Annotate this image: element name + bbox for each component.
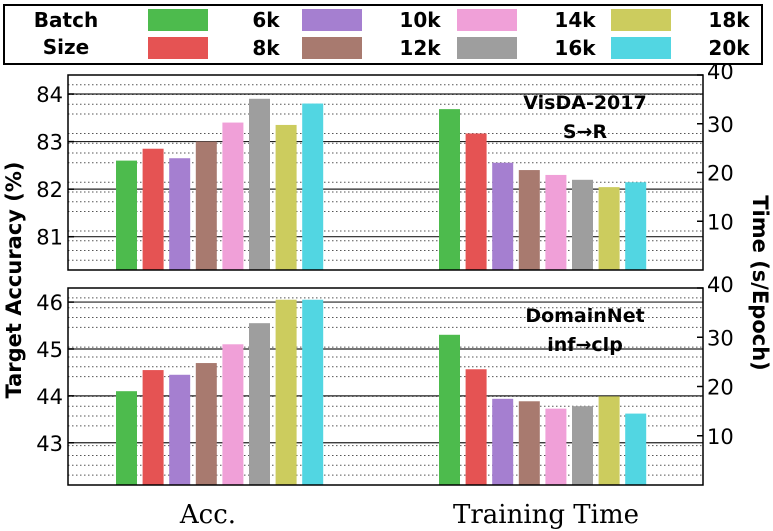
acc-bar-6k — [116, 391, 137, 485]
legend-label-8k: 8k — [252, 36, 280, 60]
acc-bar-18k — [275, 299, 297, 485]
legend-label-20k: 20k — [708, 36, 750, 60]
legend-swatch-12k — [302, 37, 362, 59]
right-tick-label: 30 — [707, 113, 734, 137]
time-bar-20k — [625, 182, 647, 270]
time-bar-20k — [625, 413, 647, 485]
panel-visda: 81 82 83 84 10 20 30 40 VisDA-2017 S→R — [36, 60, 734, 271]
left-tick-label: 46 — [36, 291, 63, 315]
legend-swatch-20k — [611, 37, 671, 59]
left-tick-label: 83 — [36, 131, 63, 155]
acc-bar-18k — [275, 124, 297, 270]
acc-bar-14k — [222, 344, 244, 485]
acc-bar-6k — [116, 160, 137, 270]
acc-bar-8k — [142, 370, 164, 485]
left-tick-label: 44 — [36, 385, 63, 409]
legend-swatch-16k — [457, 37, 517, 59]
legend-label-6k: 6k — [252, 8, 280, 32]
acc-bar-16k — [249, 323, 270, 485]
legend-title-line1: Batch — [34, 8, 98, 32]
legend-swatch-18k — [611, 9, 671, 31]
y-axis-label-right: Time (s/Epoch) — [748, 195, 772, 371]
time-bar-12k — [518, 170, 540, 270]
left-tick-label: 45 — [36, 338, 63, 362]
legend-label-18k: 18k — [708, 8, 750, 32]
panel-annotation-line1: VisDA-2017 — [523, 92, 646, 114]
time-bar-8k — [465, 369, 487, 485]
right-tick-label: 40 — [707, 273, 734, 297]
acc-bar-20k — [302, 103, 324, 270]
acc-bar-8k — [142, 148, 164, 270]
right-tick-label: 20 — [707, 376, 734, 400]
time-bar-14k — [545, 408, 567, 485]
legend-swatch-6k — [148, 9, 208, 31]
time-bar-8k — [465, 133, 487, 270]
panel-annotation-line1: DomainNet — [525, 305, 644, 327]
acc-bar-20k — [302, 299, 324, 485]
left-tick-label: 82 — [36, 178, 63, 202]
group-label-training-time: Training Time — [453, 500, 639, 530]
time-bar-12k — [518, 401, 540, 485]
acc-bar-14k — [222, 122, 244, 270]
group-label-acc: Acc. — [179, 500, 236, 530]
time-bar-16k — [572, 406, 593, 485]
legend-swatch-10k — [302, 9, 362, 31]
legend-label-14k: 14k — [554, 8, 596, 32]
time-bar-18k — [598, 396, 620, 485]
time-bar-10k — [492, 162, 514, 270]
time-bar-16k — [572, 179, 593, 270]
time-bar-6k — [439, 109, 460, 270]
left-tick-label: 84 — [36, 83, 63, 107]
legend-label-12k: 12k — [399, 36, 441, 60]
legend-label-16k: 16k — [554, 36, 596, 60]
right-tick-label: 10 — [707, 210, 734, 234]
acc-bar-10k — [169, 158, 191, 270]
y-axis-label-left: Target Accuracy (%) — [2, 161, 26, 398]
acc-bar-12k — [195, 141, 217, 270]
legend-title-line2: Size — [43, 35, 89, 59]
time-bar-10k — [492, 398, 514, 485]
acc-bar-12k — [195, 363, 217, 485]
panel-domainnet: 43 44 45 46 10 20 30 40 DomainNet inf→clp — [36, 273, 734, 486]
right-tick-label: 10 — [707, 425, 734, 449]
legend: Batch Size 6k 8k 10k 12k 14k 16k 18k 20k — [3, 4, 763, 65]
acc-bar-16k — [249, 98, 270, 270]
time-bar-6k — [439, 334, 460, 485]
time-bar-14k — [545, 174, 567, 270]
right-tick-label: 20 — [707, 162, 734, 186]
left-tick-label: 43 — [36, 432, 63, 456]
legend-swatch-8k — [148, 37, 208, 59]
right-tick-label: 40 — [707, 60, 734, 84]
panel-annotation-line2: inf→clp — [547, 334, 623, 356]
time-bar-18k — [598, 187, 620, 270]
panel-annotation-line2: S→R — [563, 121, 608, 143]
left-tick-label: 81 — [36, 226, 63, 250]
legend-swatch-14k — [457, 9, 517, 31]
right-tick-label: 30 — [707, 326, 734, 350]
acc-bar-10k — [169, 374, 191, 485]
legend-label-10k: 10k — [399, 8, 441, 32]
